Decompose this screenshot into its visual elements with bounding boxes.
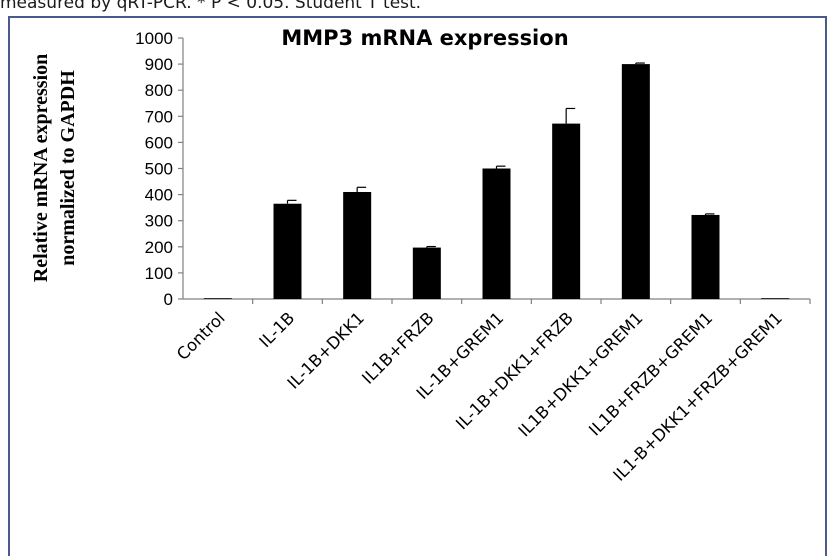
- y-tick-label: 0: [164, 290, 173, 309]
- x-tick-label: IL1B+FRZB+GREM1: [585, 308, 716, 439]
- y-tick-label: 1000: [135, 29, 173, 48]
- x-ticks: Control IL-1BIL-1B+DKK1IL1B+FRZBIL-1B+GRE…: [173, 299, 811, 485]
- y-tick-label: 400: [145, 186, 173, 205]
- y-tick-label: 200: [145, 238, 173, 257]
- bar: [761, 298, 790, 299]
- bar: [482, 168, 511, 299]
- y-tick-label: 500: [145, 160, 173, 179]
- y-tick-label: 300: [145, 212, 173, 231]
- bars: [203, 62, 790, 299]
- y-tick-label: 800: [145, 81, 173, 100]
- figure-caption: measured by qRT-PCR. * P < 0.05. Student…: [0, 0, 422, 13]
- bar: [691, 214, 720, 299]
- bar: [552, 123, 581, 299]
- y-tick-label: 600: [145, 133, 173, 152]
- x-tick-label: Control: [173, 308, 229, 364]
- x-tick-label: IL-1B: [256, 308, 299, 351]
- figure-frame: [8, 16, 827, 556]
- y-ticks: 0 100 200 300 400 500 600 700 800 900 1000: [135, 29, 183, 309]
- bar: [343, 191, 372, 299]
- y-tick-label: 100: [145, 264, 173, 283]
- y-tick-label: 900: [145, 55, 173, 74]
- x-tick-label: IL1B+DKK1+GREM1: [515, 308, 647, 440]
- x-tick-label: IL-1B+DKK1+FRZB: [452, 308, 577, 433]
- y-axis-label-line-2: normalized to GAPDH: [57, 70, 79, 266]
- y-tick-label: 700: [145, 107, 173, 126]
- bar: [273, 203, 302, 299]
- y-axis-label-line-1: Relative mRNA expression: [30, 54, 52, 283]
- chart-title: MMP3 mRNA expression: [281, 26, 568, 50]
- bar: [412, 247, 441, 299]
- bar: [203, 298, 232, 299]
- bar: [621, 64, 650, 299]
